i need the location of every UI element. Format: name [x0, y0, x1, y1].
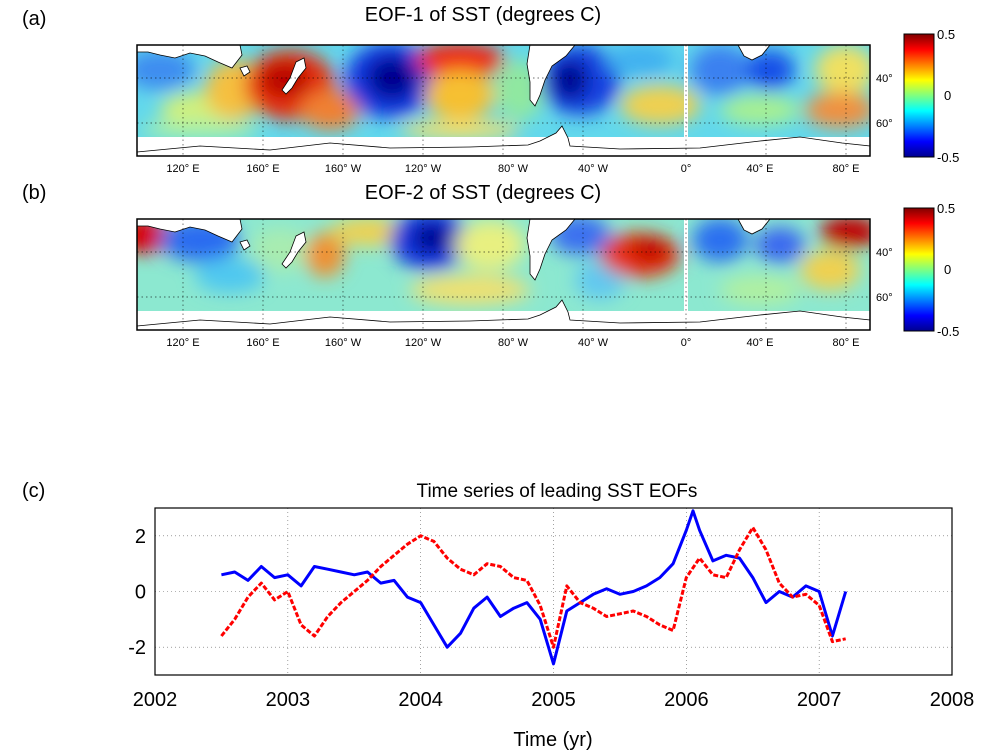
x-tick-label: 2003 — [266, 689, 311, 711]
map-a-lon-tick: 120° W — [405, 163, 442, 175]
map-b-lat-tick: 60° — [876, 292, 893, 304]
map-b-lon-tick: 120° W — [405, 337, 442, 349]
map-a-lon-tick: 80° W — [498, 163, 529, 175]
map-b-lon-tick: 0° — [681, 337, 692, 349]
panel-b-label: (b) — [22, 182, 47, 204]
map-a-lon-tick: 40° W — [578, 163, 609, 175]
map-b-lon-tick: 40° E — [746, 337, 773, 349]
map-b-lon-tick: 80° E — [832, 337, 859, 349]
panel-c-title: Time series of leading SST EOFs — [416, 481, 698, 502]
map-a-lon-tick: 40° E — [746, 163, 773, 175]
colorbar-b-tick: 0.5 — [937, 201, 955, 216]
time-series-frame — [154, 507, 953, 676]
y-tick-label: -2 — [128, 637, 146, 659]
map-a-lon-tick: 0° — [681, 163, 692, 175]
y-tick-label: 2 — [135, 526, 146, 548]
colorbar-b-tick: 0 — [944, 262, 951, 277]
x-tick-label: 2007 — [797, 689, 842, 711]
time-series-lines — [220, 509, 848, 666]
panel-a-title: EOF-1 of SST (degrees C) — [364, 4, 602, 26]
x-tick-label: 2004 — [398, 689, 443, 711]
panel-a-label: (a) — [22, 8, 47, 30]
map-b-lon-tick: 40° W — [578, 337, 609, 349]
map-b-lon-tick: 160° W — [325, 337, 362, 349]
map-b-lon-tick: 80° W — [498, 337, 529, 349]
map-a-lat-tick: 40° — [876, 73, 893, 85]
x-tick-label: 2002 — [133, 689, 178, 711]
x-tick-label: 2006 — [664, 689, 709, 711]
eof1-series-line — [221, 509, 848, 666]
colorbar-a-tick: 0 — [944, 88, 951, 103]
x-axis-label: Time (yr) — [513, 729, 592, 751]
x-tick-label: 2008 — [930, 689, 975, 711]
map-a: 120° E 160° E 160° W 120° W 80° W 40° W … — [136, 44, 893, 175]
map-b-lon-tick: 160° E — [246, 337, 279, 349]
eof2-series-line — [220, 526, 847, 649]
colorbar-b-tick: -0.5 — [937, 324, 959, 339]
time-series-plot: 2002 2003 2004 2005 2006 2007 2008 2 0 -2 Time (y… — [128, 507, 974, 751]
map-b: 120° E 160° E 160° W 120° W 80° W 40° W … — [136, 218, 893, 349]
time-series-ticks: 2002 2003 2004 2005 2006 2007 2008 2 0 -2 — [128, 526, 974, 711]
map-a-lon-tick: 80° E — [832, 163, 859, 175]
colorbar-a: 0.5 0 -0.5 — [903, 27, 959, 165]
colorbar-a-tick: 0.5 — [937, 27, 955, 42]
map-a-lon-tick: 160° E — [246, 163, 279, 175]
panel-b-title: EOF-2 of SST (degrees C) — [364, 182, 602, 204]
colorbar-b: 0.5 0 -0.5 — [903, 201, 959, 339]
map-b-field — [137, 219, 870, 311]
y-tick-label: 0 — [135, 582, 146, 604]
map-a-lon-tick: 160° W — [325, 163, 362, 175]
map-a-field — [137, 45, 870, 137]
map-b-lat-tick: 40° — [876, 247, 893, 259]
map-b-lon-tick: 120° E — [166, 337, 199, 349]
map-a-lon-tick: 120° E — [166, 163, 199, 175]
colorbar-a-tick: -0.5 — [937, 150, 959, 165]
x-tick-label: 2005 — [531, 689, 576, 711]
panel-c-label: (c) — [22, 480, 46, 502]
time-series-grid — [154, 508, 953, 675]
map-a-lat-tick: 60° — [876, 118, 893, 130]
